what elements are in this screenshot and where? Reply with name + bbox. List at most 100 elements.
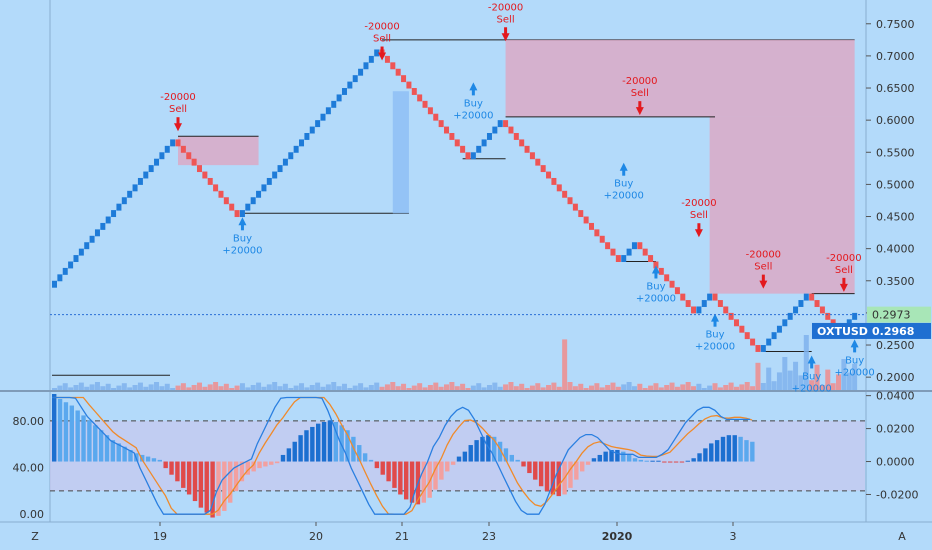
histogram-bar-negative bbox=[186, 461, 192, 495]
up-brick bbox=[707, 293, 713, 301]
buy-arrow-icon bbox=[238, 217, 247, 226]
up-brick bbox=[261, 184, 267, 192]
volume-bar bbox=[170, 388, 176, 390]
axis-mode-button[interactable]: A bbox=[898, 530, 906, 543]
down-brick bbox=[191, 158, 197, 166]
sell-arrow-stem bbox=[638, 101, 642, 109]
down-brick bbox=[540, 165, 546, 173]
down-brick bbox=[503, 120, 509, 128]
histogram-bar-positive bbox=[626, 454, 632, 462]
volume-bar bbox=[218, 386, 224, 390]
up-brick bbox=[358, 68, 364, 76]
histogram-bar-positive bbox=[357, 445, 362, 462]
volume-bar bbox=[207, 384, 213, 390]
volume-bar bbox=[105, 383, 111, 390]
down-brick bbox=[529, 152, 535, 160]
up-brick bbox=[701, 300, 707, 307]
volume-bar bbox=[196, 382, 202, 390]
histogram-bar-positive bbox=[151, 458, 157, 462]
histogram-bar-negative bbox=[585, 461, 591, 465]
sell-arrow-icon bbox=[759, 280, 768, 289]
volume-bar bbox=[513, 386, 519, 390]
oscillator-axes: 80.00 40.00 0.00 0.0400 0.0200 0.0000 -0.0200 bbox=[13, 390, 919, 522]
histogram-bar-positive bbox=[638, 459, 644, 462]
volume-bar bbox=[234, 385, 240, 390]
up-brick bbox=[497, 120, 503, 128]
volume-bar bbox=[111, 388, 117, 390]
auto-scale-button[interactable]: Z bbox=[31, 530, 39, 543]
up-brick bbox=[304, 132, 310, 140]
down-brick bbox=[750, 338, 756, 346]
down-brick bbox=[562, 190, 568, 198]
down-brick bbox=[648, 255, 654, 262]
histogram-bar-positive bbox=[603, 451, 608, 462]
volume-bar bbox=[132, 385, 138, 390]
down-brick bbox=[411, 88, 417, 95]
volume-bar bbox=[841, 359, 847, 390]
histogram-bar-negative bbox=[398, 461, 403, 495]
volume-bar bbox=[486, 385, 492, 390]
buy-qty-label: +20000 bbox=[636, 293, 676, 304]
oscillator-left-tick: 80.00 bbox=[13, 415, 45, 428]
volume-bar bbox=[363, 387, 369, 390]
volume-bar bbox=[492, 382, 498, 390]
histogram-bar-positive bbox=[486, 435, 491, 462]
histogram-bar-negative bbox=[568, 461, 573, 488]
volume-bar bbox=[546, 385, 552, 390]
volume-bar bbox=[691, 386, 697, 390]
up-brick bbox=[148, 165, 154, 173]
down-brick bbox=[578, 210, 584, 218]
down-brick bbox=[207, 177, 213, 185]
volume-bar bbox=[658, 387, 664, 390]
buy-label: Buy bbox=[614, 179, 633, 190]
sell-label: Sell bbox=[373, 34, 391, 45]
volume-bar bbox=[503, 384, 509, 390]
histogram-bar-negative bbox=[662, 461, 667, 463]
up-brick bbox=[696, 306, 702, 314]
buy-qty-label: +20000 bbox=[835, 367, 875, 378]
volume-bar bbox=[497, 386, 503, 390]
volume-bar bbox=[599, 387, 605, 390]
up-brick bbox=[143, 171, 149, 179]
histogram-bar-positive bbox=[75, 410, 80, 462]
up-brick bbox=[154, 158, 160, 166]
histogram-bar-positive bbox=[316, 423, 321, 462]
down-brick bbox=[384, 55, 390, 63]
sell-label: Sell bbox=[631, 88, 649, 99]
volume-bar bbox=[444, 384, 450, 390]
volume-bar bbox=[352, 385, 358, 390]
buy-qty-label: +20000 bbox=[604, 191, 644, 202]
up-brick bbox=[288, 152, 294, 160]
volume-bar bbox=[331, 382, 337, 390]
symbol-price-badge[interactable]: OXTUSD 0.2968 bbox=[812, 322, 931, 339]
oscillator-pane bbox=[50, 394, 865, 518]
sell-label: Sell bbox=[169, 104, 187, 115]
buy-qty-label: +20000 bbox=[792, 383, 832, 394]
price-tick-label: 0.7500 bbox=[876, 18, 915, 31]
buy-label: Buy bbox=[802, 371, 821, 382]
up-brick bbox=[363, 62, 369, 70]
up-brick bbox=[331, 100, 337, 108]
histogram-bar-negative bbox=[239, 461, 245, 482]
histogram-bar-positive bbox=[362, 453, 368, 462]
histogram-bar-negative bbox=[263, 461, 268, 467]
down-brick bbox=[180, 145, 186, 153]
up-brick bbox=[766, 338, 772, 346]
down-brick bbox=[819, 306, 825, 314]
buy-arrow-icon bbox=[850, 339, 859, 348]
volume-bar bbox=[766, 367, 772, 390]
volume-bar bbox=[589, 385, 594, 390]
price-tick-label: 0.6500 bbox=[876, 82, 915, 95]
buy-arrow-stem bbox=[471, 89, 475, 96]
down-brick bbox=[196, 165, 202, 173]
histogram-bar-positive bbox=[591, 458, 597, 462]
volume-bar bbox=[202, 386, 208, 390]
up-brick bbox=[325, 107, 331, 115]
oscillator-left-tick: 40.00 bbox=[13, 462, 45, 475]
up-brick bbox=[368, 55, 374, 63]
volume-bar bbox=[411, 385, 417, 390]
up-brick bbox=[803, 293, 809, 301]
volume-bar bbox=[594, 383, 600, 390]
volume-bar bbox=[229, 388, 235, 390]
